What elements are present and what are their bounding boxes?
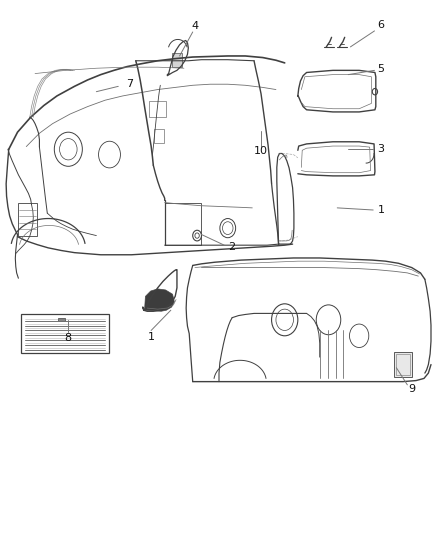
Text: 3: 3	[378, 144, 385, 154]
Text: 2: 2	[229, 243, 236, 252]
Text: 6: 6	[378, 20, 385, 29]
Polygon shape	[145, 289, 174, 311]
Polygon shape	[394, 352, 412, 377]
Text: 4: 4	[191, 21, 198, 30]
Polygon shape	[58, 318, 65, 321]
Polygon shape	[172, 53, 182, 67]
Text: 5: 5	[378, 64, 385, 74]
Text: 10: 10	[254, 147, 268, 156]
Text: 8: 8	[64, 334, 71, 343]
Text: 9: 9	[408, 384, 415, 394]
Text: 7: 7	[126, 79, 133, 89]
Text: 1: 1	[378, 205, 385, 215]
Text: 1: 1	[148, 332, 155, 342]
